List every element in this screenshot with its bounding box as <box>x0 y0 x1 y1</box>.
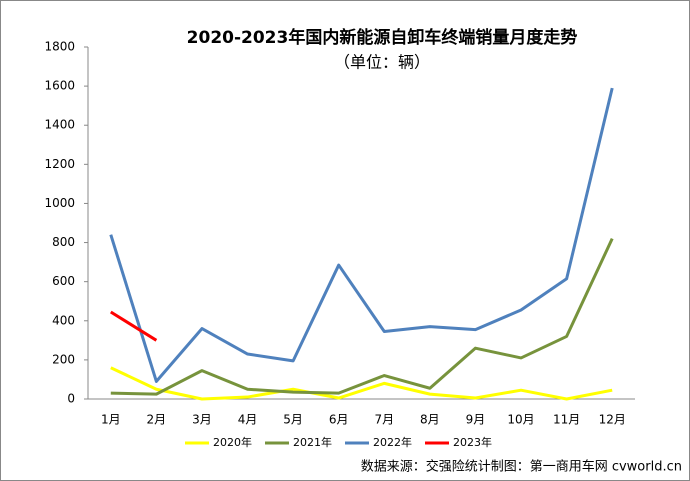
x-tick-label: 4月 <box>238 413 258 427</box>
legend-label: 2023年 <box>453 435 492 449</box>
x-tick-label: 12月 <box>599 413 626 427</box>
y-tick-label: 1800 <box>44 40 75 54</box>
series-line <box>109 87 614 383</box>
series-line <box>109 310 158 342</box>
x-tick-label: 8月 <box>420 413 440 427</box>
legend-label: 2020年 <box>213 435 252 449</box>
y-tick-label: 1200 <box>44 157 75 171</box>
y-tick-label: 200 <box>52 352 75 366</box>
source: 数据来源：交强险统计制图：第一商用车网 cvworld.cn <box>361 459 682 475</box>
chart-subtitle: （单位：辆） <box>334 53 430 72</box>
y-tick-label: 600 <box>52 274 75 288</box>
x-tick-label: 6月 <box>329 413 349 427</box>
x-tick-label: 2月 <box>147 413 167 427</box>
legend-label: 2022年 <box>373 435 412 449</box>
x-tick-label: 7月 <box>374 413 394 427</box>
y-tick-label: 1400 <box>44 118 75 132</box>
x-tick-label: 11月 <box>553 413 580 427</box>
y-tick-label: 800 <box>52 235 75 249</box>
x-tick-label: 3月 <box>192 413 212 427</box>
y-tick-label: 1600 <box>44 79 75 93</box>
x-tick-label: 10月 <box>507 413 534 427</box>
series-line <box>110 366 613 401</box>
x-tick-label: 1月 <box>101 413 121 427</box>
x-tick-label: 5月 <box>283 413 303 427</box>
series-line <box>110 238 614 396</box>
x-tick-label: 9月 <box>466 413 486 427</box>
legend-label: 2021年 <box>293 435 332 449</box>
chart-title: 2020-2023年国内新能源自卸车终端销量月度走势 <box>187 27 578 48</box>
y-tick-label: 1000 <box>44 196 75 210</box>
y-tick-label: 0 <box>67 392 75 406</box>
y-tick-label: 400 <box>52 313 75 327</box>
